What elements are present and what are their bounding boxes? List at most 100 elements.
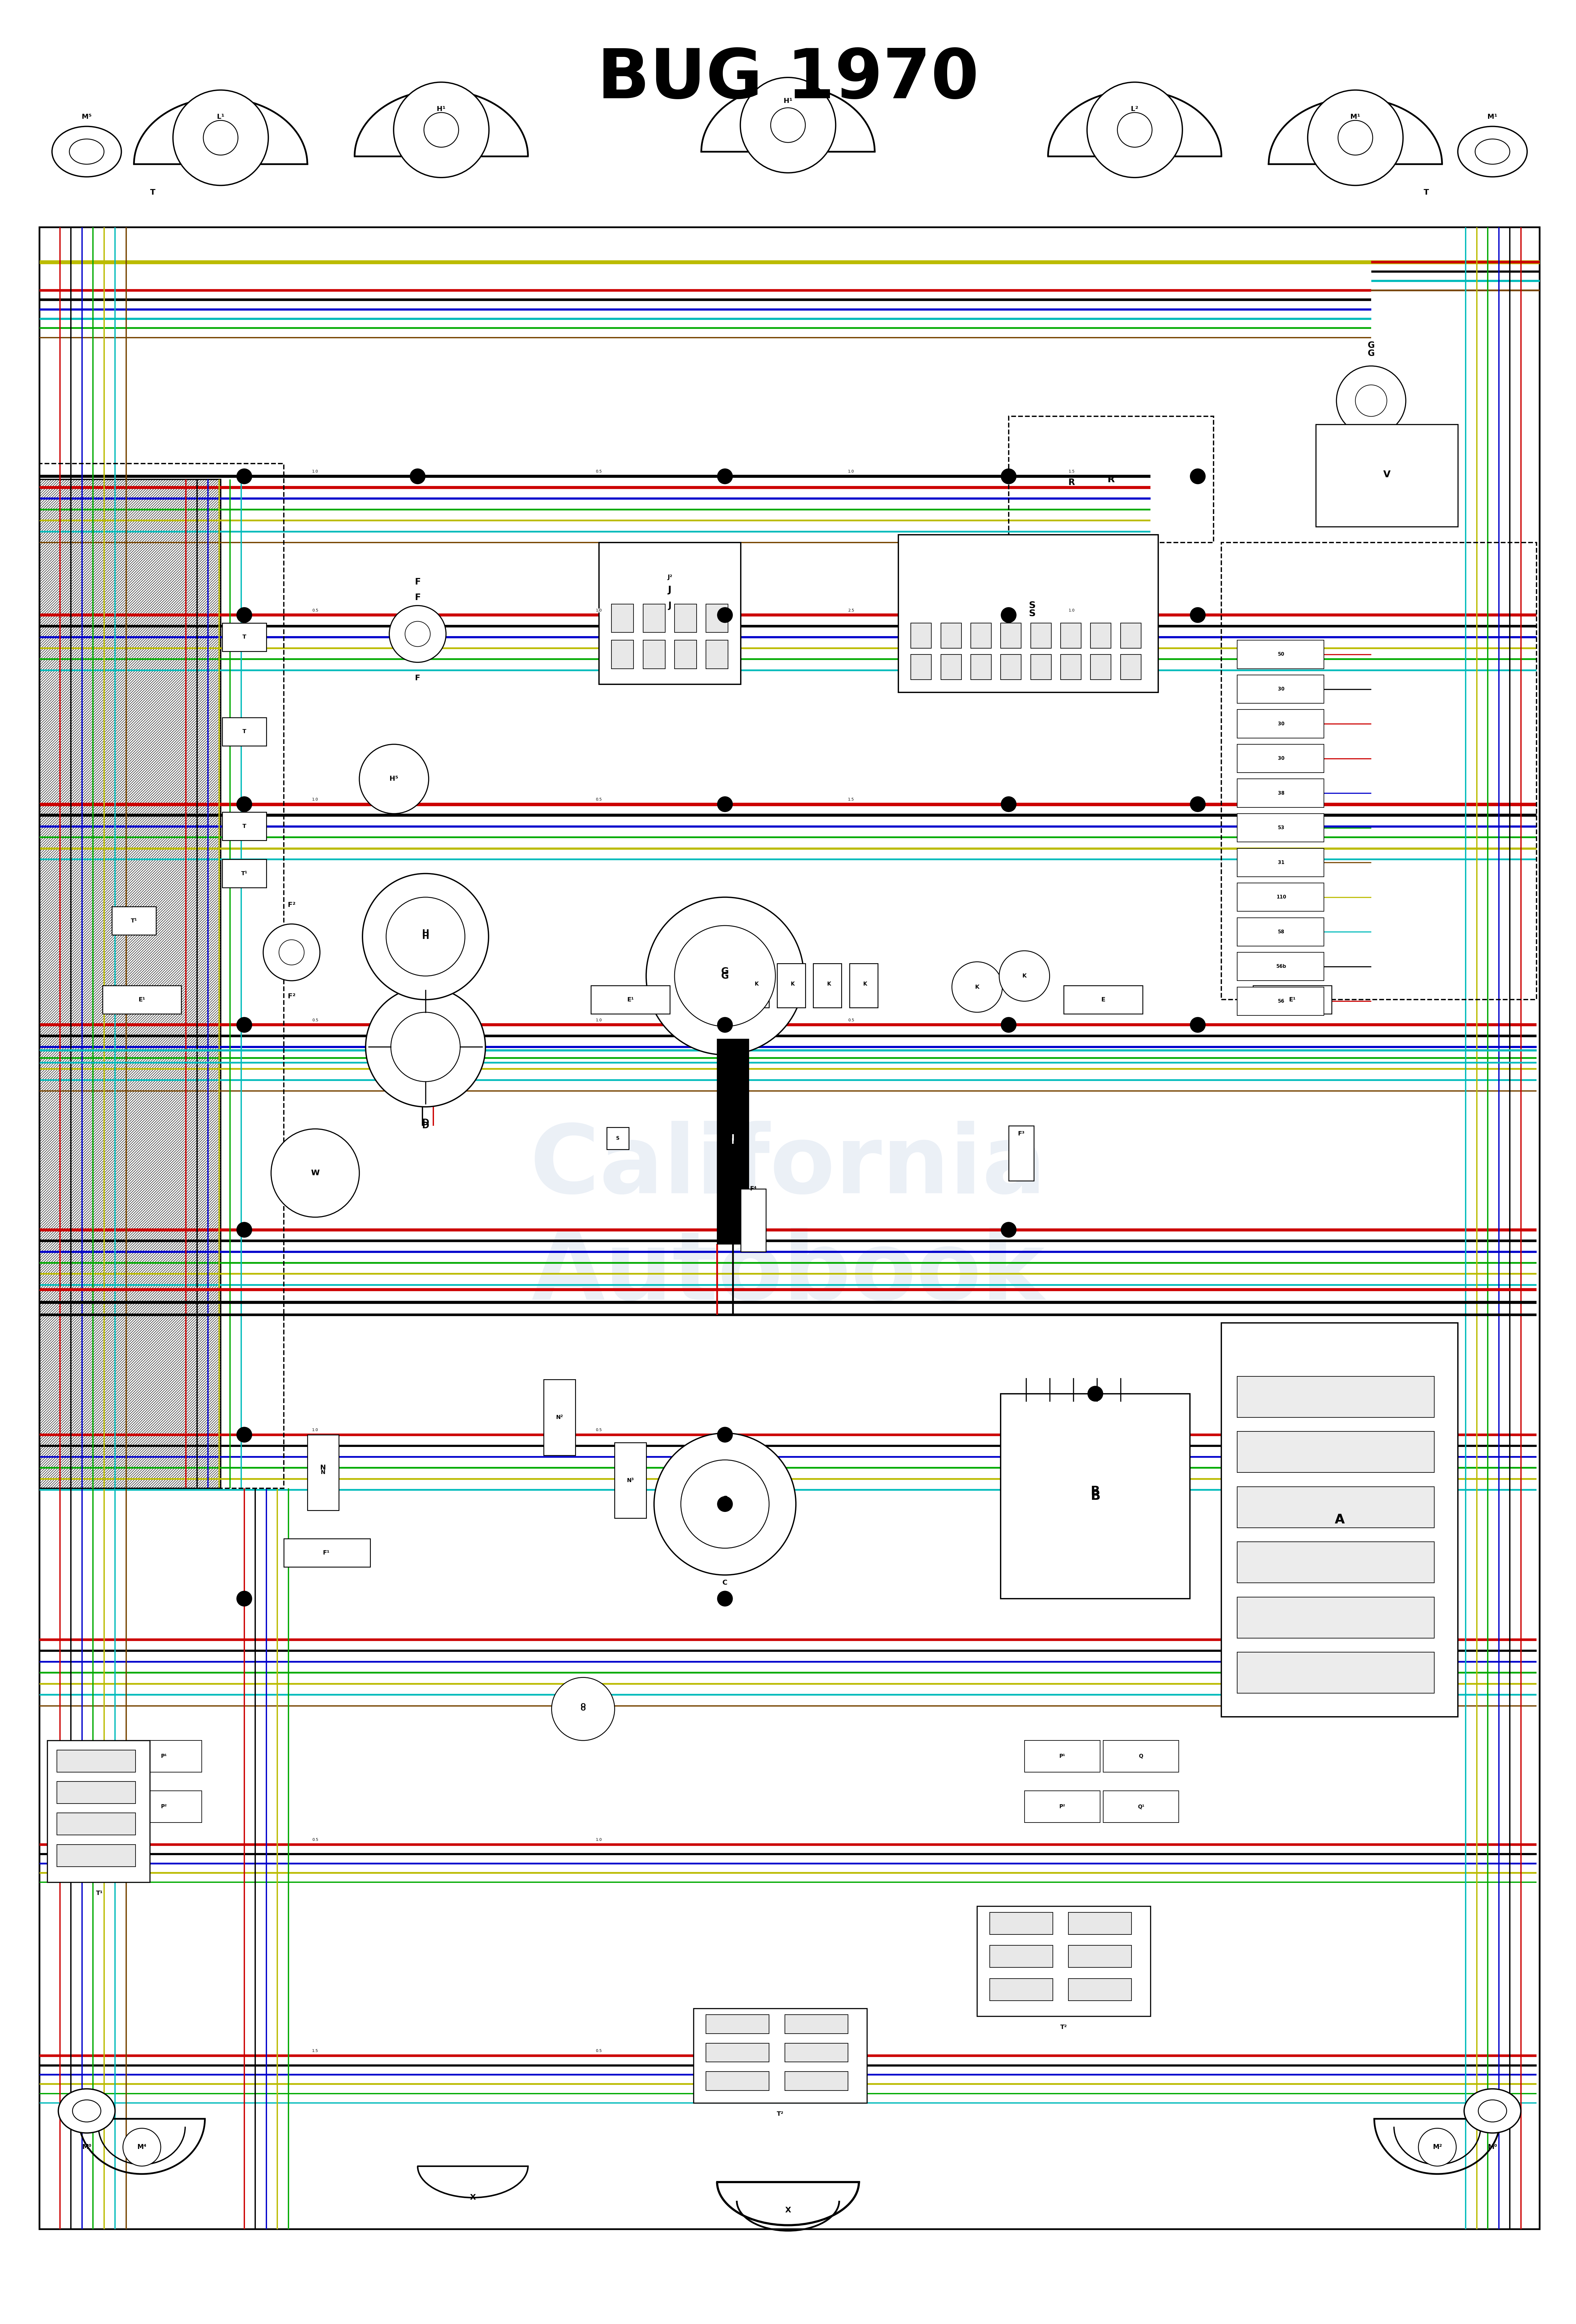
Bar	[284, 1538, 370, 1566]
Circle shape	[279, 939, 304, 964]
Bar	[39, 465, 284, 1487]
Circle shape	[1190, 797, 1206, 811]
Text: 0.5: 0.5	[596, 1427, 602, 1432]
Text: F³: F³	[1018, 1132, 1024, 1136]
Bar	[675, 639, 697, 669]
Ellipse shape	[1464, 2089, 1521, 2133]
Circle shape	[236, 1222, 252, 1239]
Text: T: T	[243, 823, 246, 830]
Circle shape	[405, 621, 430, 646]
Text: 0.5: 0.5	[596, 2050, 602, 2052]
Text: 1.0: 1.0	[596, 1018, 602, 1023]
Text: N²: N²	[556, 1415, 563, 1420]
Text: G: G	[722, 971, 728, 981]
Circle shape	[1001, 607, 1017, 623]
Circle shape	[236, 607, 252, 623]
Bar	[1237, 779, 1324, 806]
Bar	[1237, 1376, 1434, 1418]
Text: 53: 53	[1278, 825, 1284, 830]
Bar	[1237, 1597, 1434, 1638]
Bar	[1061, 655, 1081, 679]
Bar	[1237, 709, 1324, 739]
Bar	[741, 1190, 766, 1253]
Bar	[911, 655, 931, 679]
Bar	[1001, 623, 1021, 648]
Text: 1.0: 1.0	[596, 1838, 602, 1843]
Text: R: R	[1069, 479, 1075, 488]
Bar	[785, 2015, 848, 2034]
Text: 110: 110	[1277, 895, 1286, 899]
Bar	[1237, 988, 1324, 1016]
Text: S: S	[1029, 602, 1035, 611]
Text: 30: 30	[1278, 688, 1284, 693]
Text: G: G	[1368, 349, 1374, 358]
Bar	[1103, 1792, 1179, 1822]
Bar	[222, 860, 266, 888]
Bar	[990, 1978, 1053, 2001]
Ellipse shape	[1458, 125, 1527, 177]
Circle shape	[1336, 365, 1406, 435]
Text: N: N	[320, 1464, 326, 1471]
Text: 0.5: 0.5	[312, 1018, 318, 1023]
Text: 58: 58	[1278, 930, 1284, 934]
Bar	[1237, 639, 1324, 669]
Circle shape	[717, 1497, 733, 1513]
Circle shape	[236, 469, 252, 483]
Circle shape	[1001, 469, 1017, 483]
Bar	[222, 811, 266, 841]
Bar	[1091, 655, 1111, 679]
Bar	[1237, 1487, 1434, 1527]
Bar	[1103, 1741, 1179, 1771]
Circle shape	[271, 1129, 359, 1218]
Ellipse shape	[69, 139, 104, 165]
Circle shape	[717, 607, 733, 623]
Bar	[102, 985, 181, 1013]
Text: C: C	[722, 1499, 728, 1508]
Bar	[1237, 674, 1324, 704]
Text: 1.0: 1.0	[312, 469, 318, 474]
Circle shape	[424, 112, 459, 146]
Bar	[741, 964, 769, 1009]
Bar	[717, 1039, 749, 1243]
Text: T: T	[243, 730, 246, 734]
Bar	[785, 2043, 848, 2061]
Circle shape	[123, 2129, 161, 2166]
Bar	[706, 2015, 769, 2034]
Bar	[898, 535, 1158, 693]
Text: E: E	[1102, 997, 1105, 1002]
Bar	[643, 639, 665, 669]
Ellipse shape	[1475, 139, 1510, 165]
Bar	[911, 623, 931, 648]
Bar	[971, 655, 991, 679]
Text: H⁵: H⁵	[389, 776, 399, 783]
Text: 0.5: 0.5	[312, 609, 318, 611]
Text: P¹: P¹	[161, 1755, 167, 1759]
Text: 1.5: 1.5	[312, 2050, 318, 2052]
Text: 0.5: 0.5	[312, 1838, 318, 1843]
Bar	[1009, 416, 1214, 541]
Bar	[57, 1845, 136, 1866]
Circle shape	[236, 797, 252, 811]
Text: H: H	[422, 930, 429, 939]
Ellipse shape	[1478, 2101, 1507, 2122]
Text: 1.0: 1.0	[312, 797, 318, 802]
Text: K: K	[791, 981, 794, 988]
Circle shape	[717, 1018, 733, 1032]
Circle shape	[952, 962, 1002, 1013]
Bar	[611, 604, 634, 632]
Text: 1.5: 1.5	[1069, 469, 1075, 474]
Bar	[706, 639, 728, 669]
Text: Q: Q	[1139, 1755, 1143, 1759]
Text: P¹: P¹	[1059, 1755, 1065, 1759]
Bar	[941, 655, 961, 679]
Text: P²: P²	[161, 1803, 167, 1810]
Bar	[1237, 883, 1324, 911]
Text: N: N	[322, 1469, 325, 1476]
Text: 31: 31	[1278, 860, 1284, 865]
Text: E¹: E¹	[139, 997, 145, 1002]
Text: E¹: E¹	[627, 997, 634, 1002]
Bar	[1069, 1913, 1132, 1934]
Circle shape	[654, 1434, 796, 1576]
Text: 1.5: 1.5	[848, 797, 854, 802]
Text: M⁵: M⁵	[82, 114, 91, 121]
